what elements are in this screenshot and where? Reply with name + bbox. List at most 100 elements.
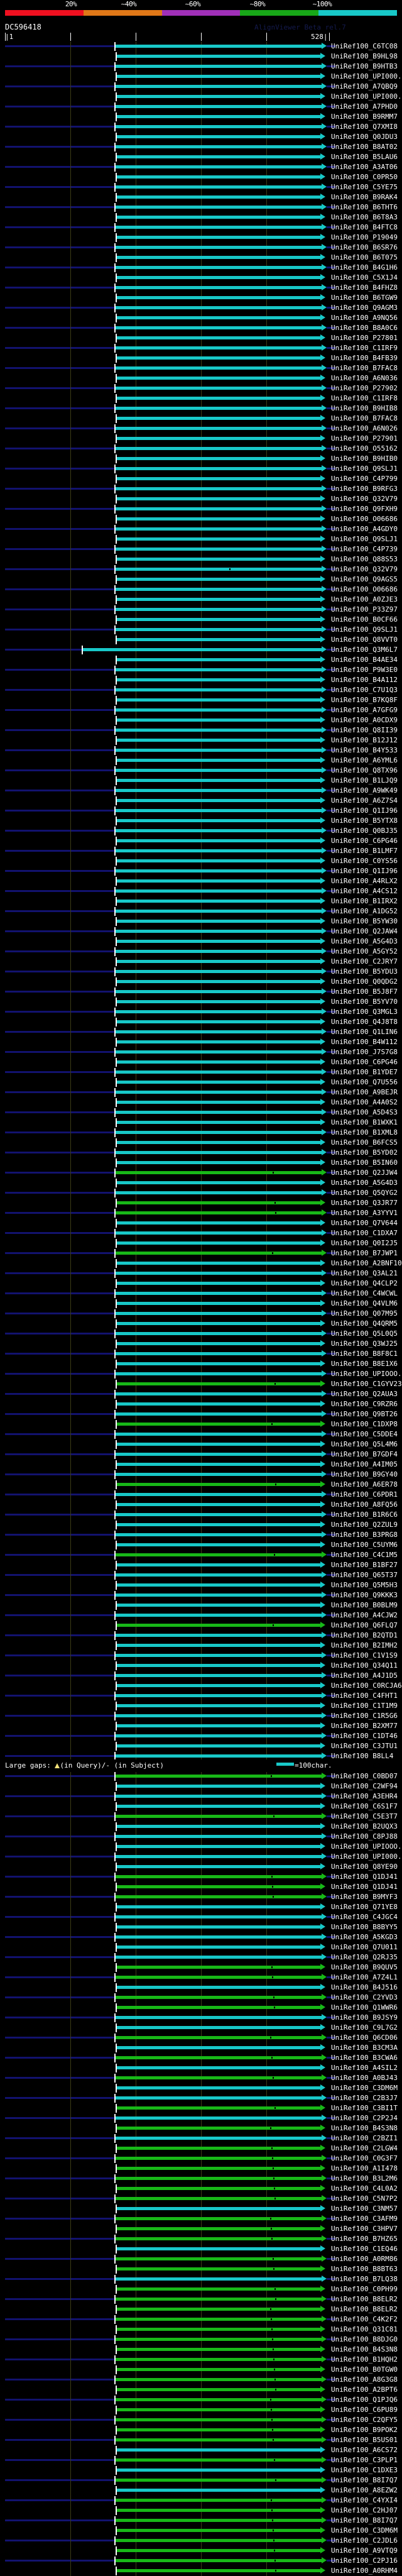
hsp-bar[interactable] xyxy=(116,568,322,571)
alignment-row[interactable]: UniRef100_C4WCWL xyxy=(0,1289,402,1299)
alignment-row[interactable]: UniRef100_C1V1S9 xyxy=(0,1651,402,1661)
alignment-row[interactable]: UniRef100_Q1IJ96 xyxy=(0,806,402,816)
hsp-bar[interactable] xyxy=(116,749,322,752)
hsp-bar[interactable] xyxy=(117,2227,320,2230)
alignment-row[interactable]: UniRef100_B6THT6 xyxy=(0,202,402,212)
hsp-bar[interactable] xyxy=(117,598,320,601)
hsp-bar[interactable] xyxy=(116,2016,322,2019)
subject-id-label[interactable]: UniRef100_Q4VLM6 xyxy=(331,1299,398,1307)
subject-id-label[interactable]: UniRef100_C2YVD3 xyxy=(331,1993,398,2001)
subject-id-label[interactable]: UniRef100_B9HIB0 xyxy=(331,454,398,463)
subject-id-label[interactable]: UniRef100_B8AT02 xyxy=(331,143,398,151)
hsp-bar[interactable] xyxy=(116,2539,322,2542)
hsp-bar[interactable] xyxy=(116,1875,322,1878)
subject-id-label[interactable]: UniRef100_B12J12 xyxy=(331,736,398,744)
hsp-bar[interactable] xyxy=(116,1171,322,1174)
hsp-bar[interactable] xyxy=(116,548,322,551)
alignment-row[interactable]: UniRef100_A1I478 xyxy=(0,2164,402,2174)
alignment-row[interactable]: UniRef100_B7JWP1 xyxy=(0,1248,402,1258)
subject-id-label[interactable]: UniRef100_A4A0S2 xyxy=(331,1098,398,1106)
subject-id-label[interactable]: UniRef100_J7S7G8 xyxy=(331,1048,398,1056)
subject-id-label[interactable]: UniRef100_C1R5G6 xyxy=(331,1712,398,1720)
subject-id-label[interactable]: UniRef100_B9QUV5 xyxy=(331,1963,398,1971)
alignment-row[interactable]: UniRef100_Q1DJ41 xyxy=(0,1882,402,1892)
hsp-bar[interactable] xyxy=(117,1362,320,1365)
alignment-row[interactable]: UniRef100_Q6FLQ7 xyxy=(0,1621,402,1631)
alignment-row[interactable]: UniRef100_Q5QYG2 xyxy=(0,1188,402,1198)
subject-id-label[interactable]: UniRef100_UPIOOO.. xyxy=(331,1370,402,1378)
alignment-row[interactable]: UniRef100_UPI000.. xyxy=(0,1852,402,1862)
hsp-bar[interactable] xyxy=(116,487,322,490)
alignment-row[interactable]: UniRef100_B5YV70 xyxy=(0,997,402,1007)
hsp-bar[interactable] xyxy=(116,1211,322,1214)
hsp-bar[interactable] xyxy=(116,990,322,993)
alignment-row[interactable]: UniRef100_Q9BT26 xyxy=(0,1409,402,1419)
subject-id-label[interactable]: UniRef100_C6TC08 xyxy=(331,42,398,50)
hsp-bar[interactable] xyxy=(117,940,320,943)
hsp-bar[interactable] xyxy=(116,2137,322,2140)
subject-id-label[interactable]: UniRef100_C4L0A2 xyxy=(331,2184,398,2193)
hsp-bar[interactable] xyxy=(117,1463,320,1466)
subject-id-label[interactable]: UniRef100_B9MYF3 xyxy=(331,1893,398,1901)
alignment-row[interactable]: UniRef100_Q4VLM6 xyxy=(0,1299,402,1309)
hsp-bar[interactable] xyxy=(116,1433,322,1436)
hsp-bar[interactable] xyxy=(116,2458,322,2462)
hsp-bar[interactable] xyxy=(117,1181,320,1184)
alignment-row[interactable]: UniRef100_B8A0C6 xyxy=(0,323,402,333)
subject-id-label[interactable]: UniRef100_C3DM6M xyxy=(331,2084,398,2092)
hsp-bar[interactable] xyxy=(116,2237,322,2240)
alignment-row[interactable]: UniRef100_A6CS72 xyxy=(0,2445,402,2455)
hsp-bar[interactable] xyxy=(116,1111,322,1114)
alignment-row[interactable]: UniRef100_P33Z97 xyxy=(0,605,402,615)
subject-id-label[interactable]: UniRef100_C4K2F2 xyxy=(331,2315,398,2323)
alignment-row[interactable]: UniRef100_C3NM57 xyxy=(0,2204,402,2214)
subject-id-label[interactable]: UniRef100_C1T1M9 xyxy=(331,1702,398,1710)
subject-id-label[interactable]: UniRef100_B6THT6 xyxy=(331,203,398,211)
alignment-row[interactable]: UniRef100_B4A112 xyxy=(0,675,402,685)
hsp-bar[interactable] xyxy=(117,1483,320,1486)
subject-id-label[interactable]: UniRef100_C1IRF8 xyxy=(331,394,398,402)
alignment-row[interactable]: UniRef100_A4SIL2 xyxy=(0,2063,402,2073)
hsp-bar[interactable] xyxy=(117,960,320,963)
hsp-bar[interactable] xyxy=(116,286,322,289)
hsp-bar[interactable] xyxy=(117,236,320,239)
subject-id-label[interactable]: UniRef100_B1LMF7 xyxy=(331,847,398,855)
alignment-row[interactable]: UniRef100_Q9SLJ1 xyxy=(0,464,402,474)
subject-id-label[interactable]: UniRef100_B2UQX3 xyxy=(331,1822,398,1830)
alignment-row[interactable]: UniRef100_A5KGD3 xyxy=(0,1932,402,1942)
subject-id-label[interactable]: UniRef100_B1HQH2 xyxy=(331,2355,398,2364)
hsp-bar[interactable] xyxy=(117,1060,320,1064)
hsp-bar[interactable] xyxy=(117,920,320,923)
subject-id-label[interactable]: UniRef100_B1BF27 xyxy=(331,1561,398,1569)
subject-id-label[interactable]: UniRef100_C1DXA7 xyxy=(331,1229,398,1237)
subject-id-label[interactable]: UniRef100_A5G4D3 xyxy=(331,937,398,945)
subject-id-label[interactable]: UniRef100_A3AT06 xyxy=(331,163,398,171)
alignment-row[interactable]: UniRef100_P9W3E0 xyxy=(0,665,402,675)
hsp-bar[interactable] xyxy=(117,1845,320,1848)
hsp-bar[interactable] xyxy=(117,356,320,360)
alignment-row[interactable]: UniRef100_B7FAC8 xyxy=(0,363,402,373)
alignment-row[interactable]: UniRef100_C1IRF8 xyxy=(0,394,402,404)
alignment-row[interactable]: UniRef100_A0CDX9 xyxy=(0,715,402,725)
subject-id-label[interactable]: UniRef100_B4A112 xyxy=(331,676,398,684)
subject-id-label[interactable]: UniRef100_Q3AL21 xyxy=(331,1269,398,1277)
alignment-row[interactable]: UniRef100_A4J1D5 xyxy=(0,1671,402,1681)
subject-id-label[interactable]: UniRef100_C0PR50 xyxy=(331,173,398,181)
alignment-row[interactable]: UniRef100_C2P2J4 xyxy=(0,2113,402,2123)
alignment-row[interactable]: UniRef100_A4RLX2 xyxy=(0,876,402,886)
subject-id-label[interactable]: UniRef100_B5IN60 xyxy=(331,1159,398,1167)
hsp-bar[interactable] xyxy=(116,1050,322,1054)
hsp-bar[interactable] xyxy=(117,1302,320,1305)
hsp-bar[interactable] xyxy=(117,1020,320,1023)
hsp-bar[interactable] xyxy=(116,1453,322,1456)
alignment-row[interactable]: UniRef100_P19049 xyxy=(0,233,402,243)
alignment-row[interactable]: UniRef100_B8LL4 xyxy=(0,1751,402,1761)
alignment-row[interactable]: UniRef100_C4L0A2 xyxy=(0,2184,402,2194)
hsp-bar[interactable] xyxy=(117,839,320,842)
hsp-bar[interactable] xyxy=(116,869,322,872)
alignment-row[interactable]: UniRef100_B0TGW0 xyxy=(0,2365,402,2375)
subject-id-label[interactable]: UniRef100_B4W112 xyxy=(331,1038,398,1046)
alignment-row[interactable]: UniRef100_A8G3G8 xyxy=(0,2375,402,2385)
subject-id-label[interactable]: UniRef100_Q5M5H3 xyxy=(331,1581,398,1589)
alignment-row[interactable]: UniRef100_C0RCJA6 xyxy=(0,1681,402,1691)
